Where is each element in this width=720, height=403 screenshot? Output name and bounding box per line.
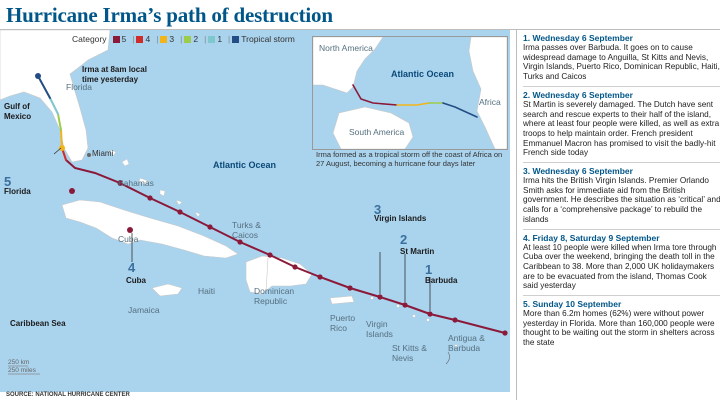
swatch-cat4 [136, 35, 144, 43]
marker-1-number: 1 [425, 262, 433, 277]
jamaica-label: Jamaica [128, 305, 160, 315]
event-text: Irma hits the British Virgin Islands. Pr… [523, 176, 720, 224]
marker-3-number: 3 [374, 202, 382, 217]
event-item: 4. Friday 8, Saturday 9 September At lea… [523, 233, 720, 297]
irma-time-label: Irma at 8am local time yesterday [82, 65, 147, 84]
cuba-land-label: Cuba [118, 234, 139, 244]
swatch-cat1 [208, 35, 216, 43]
miami-label: Miami [92, 149, 114, 158]
virgin-islands-land-label: Virgin Islands [366, 319, 393, 339]
legend-item-cat1: 1 [208, 34, 222, 44]
inset-africa-label: Africa [479, 97, 501, 107]
haiti-label: Haiti [198, 286, 216, 296]
category-legend: Category 5 | 4 | 3 | 2 | 1 | Tropical st… [72, 34, 295, 44]
bahamas-label: Bahamas [118, 178, 154, 188]
event-text: At least 10 people were killed when Irma… [523, 242, 717, 291]
marker-4-number: 4 [128, 260, 136, 275]
event-item: 2. Wednesday 6 September St Martin is se… [523, 89, 720, 164]
event-item: 3. Wednesday 6 September Irma hits the B… [523, 166, 720, 230]
miami-dot [87, 153, 91, 157]
event-title: 2. Wednesday 6 September [523, 89, 633, 100]
page-title: Hurricane Irma’s path of destruction [6, 3, 333, 27]
title-divider [0, 29, 720, 30]
atlantic-label: Atlantic Ocean [213, 160, 277, 170]
legend-item-cat4: 4 [136, 34, 150, 44]
event-divider [523, 295, 720, 297]
event-item: 5. Sunday 10 September More than 6.2m ho… [523, 299, 720, 348]
st-kitts-label: St Kitts & Nevis [392, 343, 427, 363]
swatch-cat2 [184, 35, 192, 43]
events-panel: 1. Wednesday 6 September Irma passes ove… [516, 30, 720, 400]
event-text: More than 6.2m homes (62%) were without … [523, 309, 715, 348]
inset-north-america [313, 37, 384, 94]
caribbean-label: Caribbean Sea [10, 319, 66, 328]
florida-state-label: Florida [66, 82, 92, 92]
scale-bars [8, 365, 40, 375]
inset-south-america-label: South America [349, 127, 405, 137]
legend-item-tropical: Tropical storm [232, 34, 295, 44]
event-divider [523, 85, 720, 87]
scale-km-label: 250 km [8, 359, 30, 366]
bahamas-land [109, 149, 201, 218]
inset-track [352, 84, 478, 118]
antigua-label: Antigua & Barbuda [448, 333, 485, 353]
dominican-label: Dominican Republic [254, 286, 295, 306]
event-divider [523, 228, 720, 230]
legend-item-cat2: 2 [184, 34, 198, 44]
marker-2-number: 2 [400, 232, 408, 247]
event-title: 5. Sunday 10 September [523, 299, 622, 310]
pointer-lines [53, 147, 431, 311]
cuba-land [61, 199, 239, 259]
event-text: Irma passes over Barbuda. It goes on to … [523, 43, 720, 82]
florida-land [0, 30, 111, 163]
event-title: 1. Wednesday 6 September [523, 33, 633, 43]
event-text: St Martin is severely damaged. The Dutch… [523, 99, 720, 158]
legend-label: Category [72, 34, 107, 44]
scale-miles-label: 250 miles [8, 367, 36, 374]
swatch-tropical [232, 35, 240, 43]
marker-4-label: Cuba [126, 276, 146, 285]
legend-item-cat5: 5 [112, 34, 126, 44]
puerto-rico-land [329, 295, 355, 305]
marker-5-number: 5 [4, 174, 12, 189]
source-note: SOURCE: NATIONAL HURRICANE CENTER [6, 392, 130, 398]
track-points [35, 73, 508, 336]
marker-3-label: Virgin Islands [374, 214, 427, 223]
inset-caption: Irma formed as a tropical storm off the … [316, 150, 503, 168]
inset-atlantic-label: Atlantic Ocean [391, 69, 455, 79]
event-divider [523, 162, 720, 164]
inset-canvas [313, 37, 507, 149]
inset-north-america-label: North America [319, 43, 373, 53]
marker-1-label: Barbuda [425, 276, 458, 285]
jamaica-land [151, 283, 183, 297]
inset-africa [468, 37, 507, 149]
event-title: 4. Friday 8, Saturday 9 September [523, 232, 660, 243]
puerto-rico-label: Puerto Rico [330, 313, 356, 333]
inset-south-america [332, 106, 414, 149]
event-title: 3. Wednesday 6 September [523, 166, 633, 177]
marker-2-label: St Martin [400, 247, 435, 256]
event-item: 1. Wednesday 6 September Irma passes ove… [523, 33, 720, 87]
turks-label: Turks & Caicos [232, 220, 261, 240]
swatch-cat5 [112, 35, 120, 43]
swatch-cat3 [160, 35, 168, 43]
marker-5-label: Florida [4, 187, 31, 196]
gulf-label: Gulf of Mexico [4, 102, 32, 121]
map-canvas [0, 30, 508, 375]
legend-item-cat3: 3 [160, 34, 174, 44]
inset-map: North America Atlantic Ocean South Ameri… [312, 36, 508, 150]
